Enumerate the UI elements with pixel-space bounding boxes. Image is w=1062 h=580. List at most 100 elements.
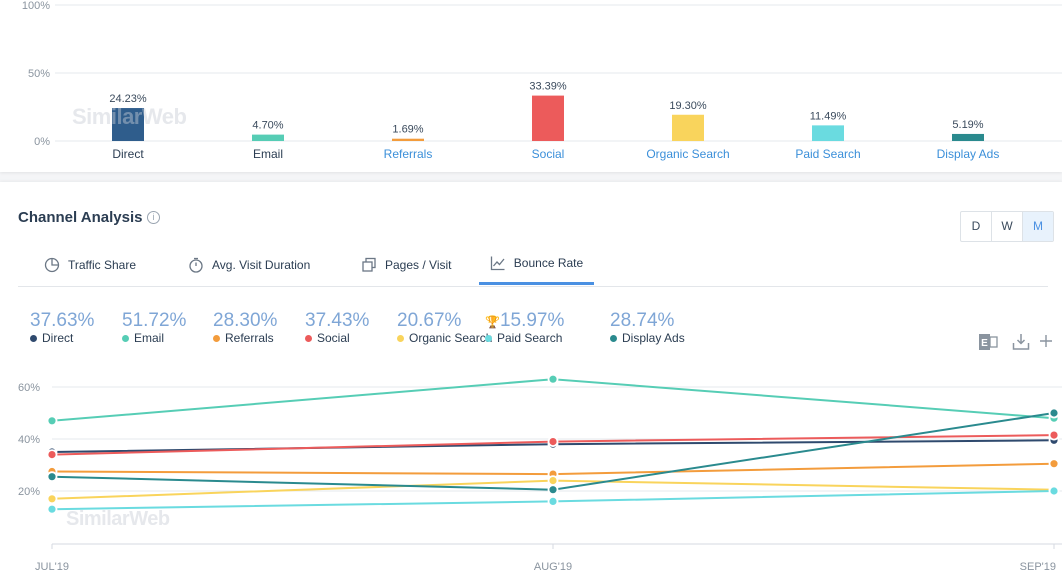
tab-bounce-rate[interactable]: Bounce Rate (479, 244, 594, 285)
legend-label-text: Display Ads (622, 331, 685, 345)
data-point[interactable] (547, 484, 559, 496)
legend-label-text: Referrals (225, 331, 274, 345)
category-label[interactable]: Referrals (384, 147, 433, 161)
info-icon[interactable]: i (147, 211, 160, 224)
legend-value-text: 37.43% (305, 310, 370, 331)
granularity-weekly[interactable]: W (992, 212, 1023, 241)
tab-label: Bounce Rate (513, 256, 584, 270)
add-icon[interactable] (1039, 333, 1053, 349)
y-tick-label: 20% (18, 486, 40, 498)
legend-item[interactable]: 20.67% Organic Search (397, 310, 492, 345)
bar-organic-search (672, 114, 704, 141)
x-tick-label: JUL'19 (35, 561, 69, 573)
bar-value-label: 33.39% (529, 81, 567, 93)
legend-dot-icon (397, 335, 404, 343)
tab-traffic-share[interactable]: Traffic Share (44, 244, 136, 285)
y-tick-label: 60% (18, 382, 40, 394)
legend-value-text: 37.63% (30, 310, 95, 331)
legend-item[interactable]: 🏆15.97% Paid Search (485, 310, 564, 345)
category-label[interactable]: Social (532, 147, 565, 161)
y-tick-label: 50% (28, 68, 50, 80)
y-tick-label: 40% (18, 434, 40, 446)
data-point[interactable] (1048, 429, 1060, 441)
excel-export-icon[interactable]: E (978, 333, 998, 351)
svg-text:E: E (981, 338, 988, 349)
data-point[interactable] (46, 415, 58, 427)
y-tick-label: 100% (22, 0, 50, 12)
category-label[interactable]: Display Ads (937, 147, 1000, 161)
data-point[interactable] (547, 373, 559, 385)
similarweb-watermark: SimilarWeb (72, 104, 187, 129)
bar-direct (112, 108, 144, 141)
tab-avg-visit-duration[interactable]: Avg. Visit Duration (188, 244, 310, 285)
legend-label: Direct (30, 331, 94, 345)
legend-value-text: 28.74% (610, 310, 675, 331)
data-point[interactable] (46, 503, 58, 515)
bar-value-label: 11.49% (810, 110, 847, 122)
similarweb-watermark: SimilarWeb (66, 508, 170, 530)
bounce-chart-icon (490, 256, 505, 271)
data-point[interactable] (1048, 407, 1060, 419)
legend-value-text: 51.72% (122, 310, 187, 331)
granularity-switch: D W M (960, 211, 1054, 242)
legend-label-text: Organic Search (409, 331, 493, 345)
tab-label: Traffic Share (68, 257, 137, 272)
legend-label: Email (122, 331, 186, 345)
data-point[interactable] (46, 471, 58, 483)
section-title: Channel Analysis (18, 209, 143, 226)
tab-label: Pages / Visit (385, 257, 452, 272)
legend-value: 28.30% (213, 310, 277, 332)
legend-item[interactable]: 51.72% Email (122, 310, 186, 345)
legend-value-text: 20.67% (397, 310, 462, 331)
category-label: Direct (112, 147, 144, 161)
legend-label: Display Ads (610, 331, 685, 345)
granularity-monthly[interactable]: M (1023, 212, 1053, 241)
legend-item[interactable]: 37.63% Direct (30, 310, 94, 345)
legend-value: 28.74% (610, 310, 685, 332)
legend-value-text: 15.97% (499, 310, 565, 331)
legend-value: 37.63% (30, 310, 94, 332)
data-point[interactable] (547, 495, 559, 507)
x-tick-label: SEP'19 (1020, 561, 1056, 573)
bar-value-label: 4.70% (252, 120, 283, 132)
legend-label: Social (305, 331, 369, 345)
legend-label: Referrals (213, 331, 277, 345)
legend-value: 20.67% (397, 310, 492, 332)
data-point[interactable] (46, 449, 58, 461)
pages-icon (362, 257, 376, 272)
legend-value: 🏆15.97% (485, 310, 564, 332)
bar-display-ads (952, 133, 984, 141)
trophy-icon: 🏆 (485, 315, 500, 329)
data-point[interactable] (46, 493, 58, 505)
legend-item[interactable]: 37.43% Social (305, 310, 369, 345)
legend-dot-icon (305, 335, 312, 343)
legend-item[interactable]: 28.74% Display Ads (610, 310, 685, 345)
legend-label-text: Social (317, 331, 350, 345)
legend-dot-icon (610, 335, 617, 343)
data-point[interactable] (1048, 485, 1060, 497)
category-label[interactable]: Organic Search (646, 147, 729, 161)
bar-value-label: 5.19% (952, 119, 983, 131)
x-tick-label: AUG'19 (534, 561, 572, 573)
bar-social (532, 95, 564, 141)
traffic-share-card: SimilarWeb 100% 50% 0% 24.23% Direct 4.70% Ema… (0, 0, 1062, 172)
category-label[interactable]: Paid Search (795, 147, 860, 161)
bounce-rate-line-chart: 60% 40% 20% JUL'19 AUG'19 SEP'19 (18, 373, 1062, 573)
legend-label-text: Direct (42, 331, 74, 345)
traffic-share-bar-chart: 100% 50% 0% 24.23% Direct 4.70% Email 1.69% Refe… (22, 0, 1062, 161)
tab-pages-per-visit[interactable]: Pages / Visit (361, 244, 451, 285)
channel-analysis-card: Channel Analysis i D W M Traffic Share A… (0, 182, 1062, 580)
legend-item[interactable]: 28.30% Referrals (213, 310, 277, 345)
bar-value-label: 24.23% (109, 93, 147, 105)
granularity-daily[interactable]: D (961, 212, 992, 241)
legend-label-text: Paid Search (497, 331, 563, 345)
download-icon[interactable] (1012, 333, 1030, 351)
data-point[interactable] (547, 436, 559, 448)
stopwatch-icon (189, 257, 203, 273)
legend-dot-icon (213, 335, 220, 343)
legend-value: 37.43% (305, 310, 369, 332)
data-point[interactable] (1048, 458, 1060, 470)
data-point[interactable] (547, 475, 559, 487)
bar-email (252, 134, 284, 141)
bar-referrals (392, 138, 424, 141)
